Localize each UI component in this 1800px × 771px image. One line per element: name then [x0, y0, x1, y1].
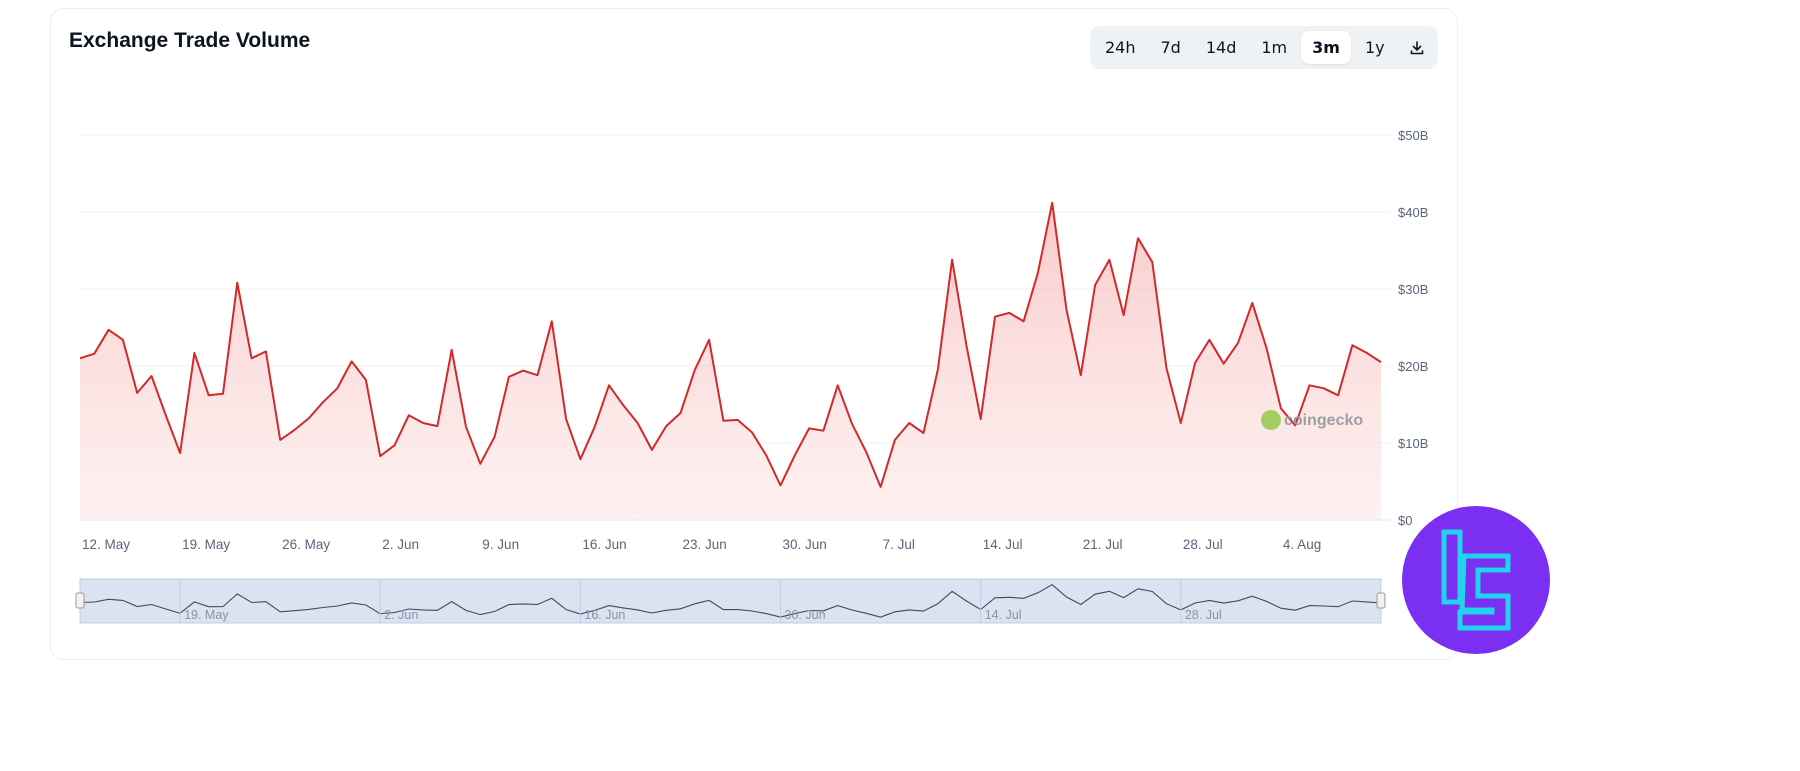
- page-title: Exchange Trade Volume: [69, 29, 311, 52]
- navigator-tick-label: 28. Jul: [1185, 608, 1222, 622]
- coingecko-logo-icon: [1261, 410, 1281, 430]
- range-1y-button[interactable]: 1y: [1364, 38, 1385, 57]
- download-icon: [1410, 40, 1423, 54]
- navigator-tick-label: 14. Jul: [985, 608, 1022, 622]
- download-button[interactable]: [1403, 31, 1431, 64]
- range-14d-button[interactable]: 14d: [1205, 38, 1237, 57]
- navigator-series-line: [79, 584, 1382, 618]
- range-7d-button[interactable]: 7d: [1160, 38, 1181, 57]
- x-tick-label: 23. Jun: [682, 537, 726, 552]
- tradingfinder-logo: [1402, 506, 1550, 654]
- navigator-tick-label: 19. May: [184, 608, 229, 622]
- y-tick-label: $30B: [1398, 282, 1428, 297]
- navigator[interactable]: 19. May 2. Jun 16. Jun 30. Jun 14. Jul 28. Ju…: [75, 578, 1386, 624]
- navigator-tick-label: 16. Jun: [584, 608, 625, 622]
- range-24h-button[interactable]: 24h: [1105, 38, 1136, 57]
- time-range-selector: 24h 7d 14d 1m 3m 1y: [1090, 26, 1438, 69]
- y-tick-label: $40B: [1398, 205, 1428, 220]
- y-tick-label: $0: [1398, 513, 1412, 528]
- x-tick-label: 12. May: [82, 537, 130, 552]
- y-tick-label: $20B: [1398, 359, 1428, 374]
- x-tick-label: 9. Jun: [482, 537, 519, 552]
- x-tick-label: 2. Jun: [382, 537, 419, 552]
- y-tick-label: $50B: [1398, 128, 1428, 143]
- tradingfinder-logo-icon: [1441, 529, 1511, 631]
- coingecko-watermark-text: coingecko: [1284, 412, 1363, 429]
- x-tick-label: 4. Aug: [1283, 537, 1321, 552]
- x-tick-label: 19. May: [182, 537, 230, 552]
- x-tick-label: 14. Jul: [983, 537, 1023, 552]
- series-line: [79, 201, 1382, 488]
- series-area-fill: [80, 202, 1381, 521]
- x-tick-label: 7. Jul: [883, 537, 915, 552]
- navigator-right-handle[interactable]: [1376, 592, 1386, 609]
- navigator-tick-label: 30. Jun: [785, 608, 826, 622]
- x-tick-label: 30. Jun: [783, 537, 827, 552]
- x-tick-label: 28. Jul: [1183, 537, 1223, 552]
- navigator-left-handle[interactable]: [75, 592, 85, 609]
- x-tick-label: 26. May: [282, 537, 330, 552]
- coingecko-watermark: coingecko: [1261, 410, 1363, 430]
- x-tick-label: 16. Jun: [582, 537, 626, 552]
- y-tick-label: $10B: [1398, 436, 1428, 451]
- chart-card: [50, 8, 1458, 660]
- range-1m-button[interactable]: 1m: [1261, 38, 1288, 57]
- range-3m-button[interactable]: 3m: [1301, 31, 1351, 64]
- x-tick-label: 21. Jul: [1083, 537, 1123, 552]
- navigator-tick-label: 2. Jun: [384, 608, 418, 622]
